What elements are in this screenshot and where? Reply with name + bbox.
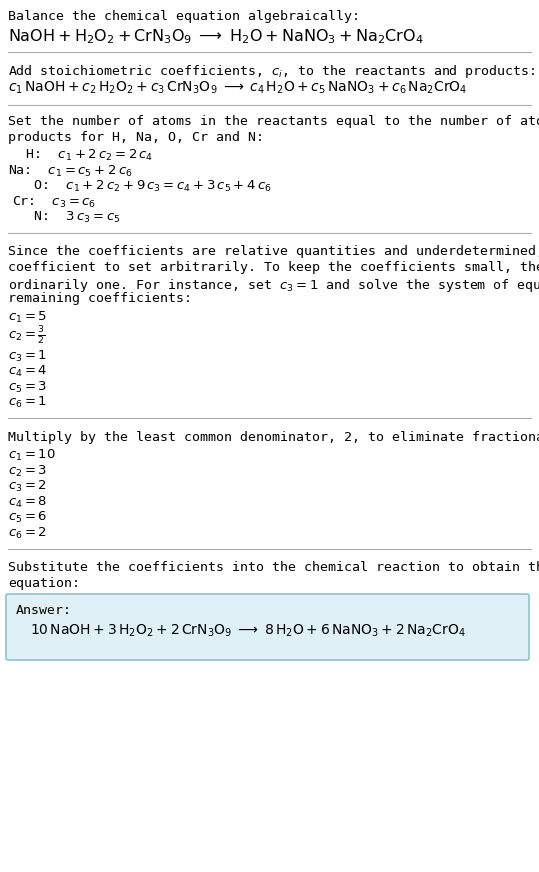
Text: products for H, Na, O, Cr and N:: products for H, Na, O, Cr and N:	[8, 131, 264, 144]
Text: Multiply by the least common denominator, 2, to eliminate fractional coefficient: Multiply by the least common denominator…	[8, 431, 539, 444]
Text: Answer:: Answer:	[16, 604, 72, 617]
Text: $c_6 = 2$: $c_6 = 2$	[8, 526, 47, 541]
Text: $c_2 = \frac{3}{2}$: $c_2 = \frac{3}{2}$	[8, 325, 46, 347]
Text: O:  $c_1 + 2\,c_2 + 9\,c_3 = c_4 + 3\,c_5 + 4\,c_6$: O: $c_1 + 2\,c_2 + 9\,c_3 = c_4 + 3\,c_5…	[18, 179, 272, 194]
Text: $c_1 = 10$: $c_1 = 10$	[8, 448, 56, 463]
Text: coefficient to set arbitrarily. To keep the coefficients small, the arbitrary va: coefficient to set arbitrarily. To keep …	[8, 261, 539, 274]
Text: $10\,\mathrm{NaOH} + 3\,\mathrm{H_2O_2} + 2\,\mathrm{CrN_3O_9}\;\longrightarrow\: $10\,\mathrm{NaOH} + 3\,\mathrm{H_2O_2} …	[30, 623, 466, 639]
Text: Balance the chemical equation algebraically:: Balance the chemical equation algebraica…	[8, 10, 360, 23]
Text: $c_4 = 4$: $c_4 = 4$	[8, 364, 47, 379]
Text: Set the number of atoms in the reactants equal to the number of atoms in the: Set the number of atoms in the reactants…	[8, 115, 539, 128]
Text: $c_1\,\mathrm{NaOH} + c_2\,\mathrm{H_2O_2} + c_3\,\mathrm{CrN_3O_9}\;\longrighta: $c_1\,\mathrm{NaOH} + c_2\,\mathrm{H_2O_…	[8, 80, 467, 97]
Text: $c_3 = 2$: $c_3 = 2$	[8, 479, 47, 494]
Text: ordinarily one. For instance, set $c_3 = 1$ and solve the system of equations fo: ordinarily one. For instance, set $c_3 =…	[8, 276, 539, 294]
Text: Since the coefficients are relative quantities and underdetermined, choose a: Since the coefficients are relative quan…	[8, 246, 539, 258]
Text: $c_3 = 1$: $c_3 = 1$	[8, 349, 47, 364]
Text: $c_5 = 6$: $c_5 = 6$	[8, 510, 47, 525]
Text: $c_2 = 3$: $c_2 = 3$	[8, 464, 47, 479]
Text: $c_5 = 3$: $c_5 = 3$	[8, 379, 47, 395]
Text: Cr:  $c_3 = c_6$: Cr: $c_3 = c_6$	[12, 194, 96, 209]
Text: $c_1 = 5$: $c_1 = 5$	[8, 310, 47, 324]
Text: Add stoichiometric coefficients, $c_i$, to the reactants and products:: Add stoichiometric coefficients, $c_i$, …	[8, 63, 536, 79]
Text: N:  $3\,c_3 = c_5$: N: $3\,c_3 = c_5$	[18, 210, 121, 225]
Text: remaining coefficients:: remaining coefficients:	[8, 292, 192, 305]
Text: $\mathrm{NaOH + H_{2}O_{2} + CrN_{3}O_{9}\;\longrightarrow\; H_{2}O + NaNO_{3} +: $\mathrm{NaOH + H_{2}O_{2} + CrN_{3}O_{9…	[8, 28, 424, 46]
FancyBboxPatch shape	[6, 594, 529, 660]
Text: Na:  $c_1 = c_5 + 2\,c_6$: Na: $c_1 = c_5 + 2\,c_6$	[8, 164, 133, 179]
Text: $c_6 = 1$: $c_6 = 1$	[8, 395, 47, 410]
Text: equation:: equation:	[8, 576, 80, 589]
Text: H:  $c_1 + 2\,c_2 = 2\,c_4$: H: $c_1 + 2\,c_2 = 2\,c_4$	[18, 148, 153, 163]
Text: $c_4 = 8$: $c_4 = 8$	[8, 494, 47, 509]
Text: Substitute the coefficients into the chemical reaction to obtain the balanced: Substitute the coefficients into the che…	[8, 561, 539, 574]
